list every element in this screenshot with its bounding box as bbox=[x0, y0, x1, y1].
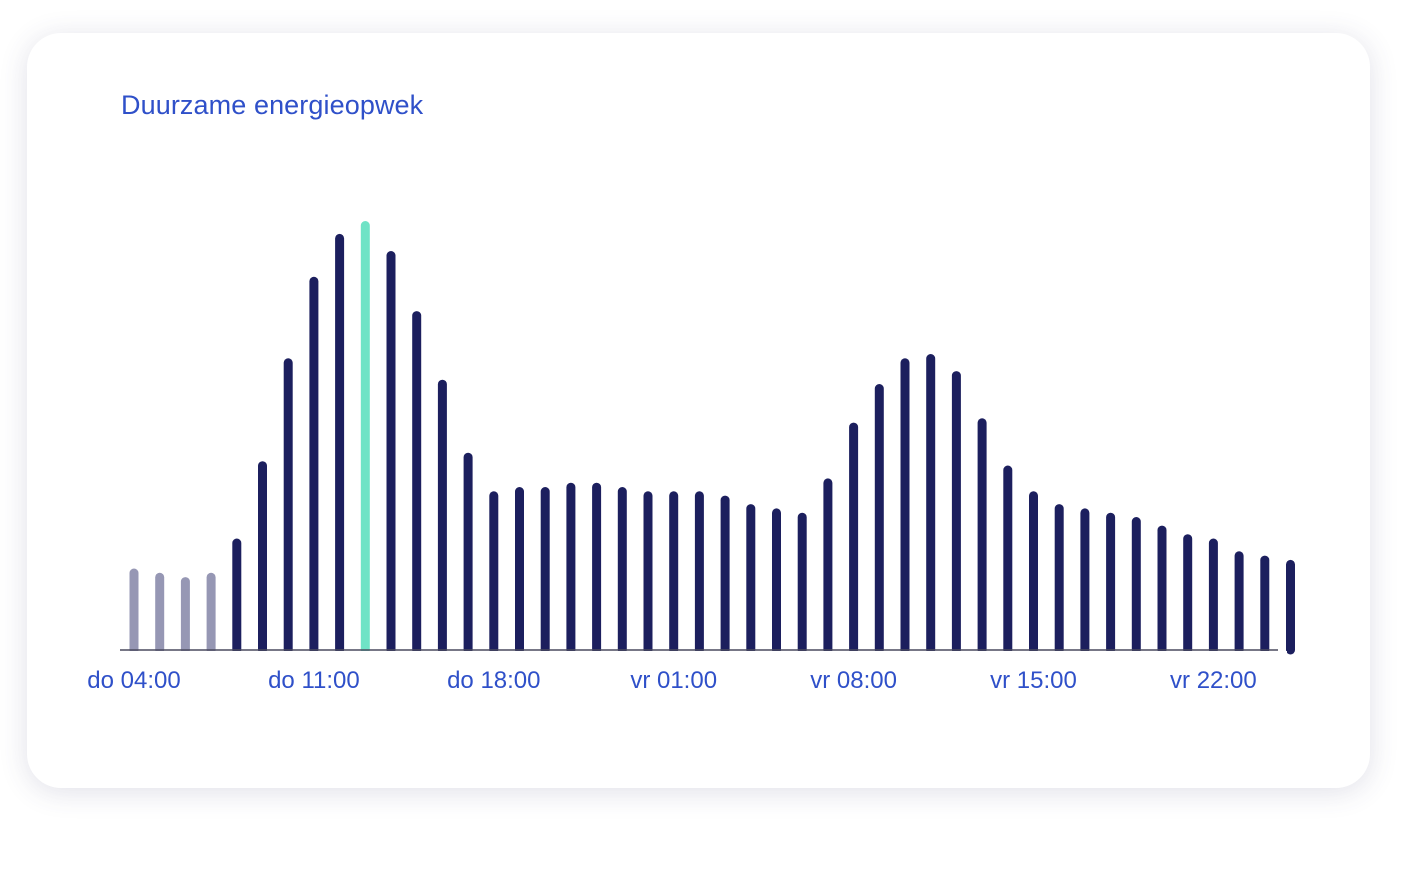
bar-do-12-00[interactable] bbox=[335, 233, 345, 655]
chart-card: Duurzame energieopwek do 04:00 do 11:00 do… bbox=[27, 33, 1370, 788]
bar-vr-10-00[interactable] bbox=[900, 358, 910, 655]
bar-do-17-00[interactable] bbox=[463, 452, 473, 655]
bar-do-16-00[interactable] bbox=[437, 379, 447, 655]
bar-vr-20-00[interactable] bbox=[1157, 525, 1167, 655]
bar-do-20-00[interactable] bbox=[540, 487, 550, 655]
bar-do-05-00[interactable] bbox=[155, 572, 165, 655]
bar-vr-07-00[interactable] bbox=[823, 478, 833, 655]
bar-vr-11-00[interactable] bbox=[926, 354, 936, 655]
bar-do-22-00[interactable] bbox=[592, 482, 602, 655]
bar-do-08-00[interactable] bbox=[232, 538, 242, 655]
bar-vr-23-00[interactable] bbox=[1234, 551, 1244, 655]
bar-vr-18-00[interactable] bbox=[1106, 512, 1116, 655]
bar-vr-08-00[interactable] bbox=[849, 422, 859, 655]
bar-vr-04-00[interactable] bbox=[746, 504, 756, 655]
bar-do-06-00[interactable] bbox=[180, 577, 190, 655]
x-tick-label: vr 08:00 bbox=[810, 667, 897, 694]
bar-vr-13-00[interactable] bbox=[977, 418, 987, 655]
x-tick-label: do 04:00 bbox=[87, 667, 180, 694]
bar-vr-17-00[interactable] bbox=[1080, 508, 1090, 655]
bar-do-09-00[interactable] bbox=[258, 461, 267, 655]
bar-do-21-00[interactable] bbox=[566, 482, 576, 655]
bar-do-23-00[interactable] bbox=[617, 487, 627, 655]
x-tick-label: vr 01:00 bbox=[630, 667, 717, 694]
bar-do-10-00[interactable] bbox=[283, 358, 293, 655]
x-axis-ticks: do 04:00 do 11:00 do 18:00 vr 01:00 vr 08:00… bbox=[87, 667, 1256, 694]
bar-vr-05-00[interactable] bbox=[772, 508, 781, 655]
bar-do-11-00[interactable] bbox=[309, 276, 319, 655]
bar-vr-16-00[interactable] bbox=[1054, 504, 1064, 655]
bar-do-18-00[interactable] bbox=[489, 491, 499, 655]
bar-vr-03-00[interactable] bbox=[720, 495, 730, 655]
bar-vr-09-00[interactable] bbox=[874, 384, 884, 655]
bar-vr-14-00[interactable] bbox=[1003, 465, 1013, 655]
bars bbox=[107, 221, 1295, 659]
x-tick-label: vr 22:00 bbox=[1170, 667, 1257, 694]
bar-vr-22-00[interactable] bbox=[1208, 538, 1218, 655]
bar-vr-02-00[interactable] bbox=[694, 491, 704, 655]
bar-do-13-00[interactable] bbox=[360, 221, 370, 655]
bar-do-19-00[interactable] bbox=[515, 487, 524, 655]
baseline-mask bbox=[107, 651, 1287, 659]
bar-vr-00-00[interactable] bbox=[643, 491, 653, 655]
bar-vr-06-00[interactable] bbox=[797, 512, 807, 655]
bar-do-14-00[interactable] bbox=[386, 251, 396, 655]
bar-do-15-00[interactable] bbox=[412, 311, 422, 655]
bar-vr-19-00[interactable] bbox=[1131, 517, 1141, 655]
bar-za-00-00[interactable] bbox=[1260, 555, 1270, 655]
bar-do-07-00[interactable] bbox=[206, 572, 216, 655]
bar-do-04-00[interactable] bbox=[129, 568, 139, 655]
chart-title: Duurzame energieopwek bbox=[121, 90, 424, 120]
bar-za-01-00[interactable] bbox=[1286, 559, 1295, 655]
bar-vr-12-00[interactable] bbox=[951, 371, 961, 655]
bar-chart: do 04:00 do 11:00 do 18:00 vr 01:00 vr 08:00… bbox=[87, 221, 1295, 694]
bar-vr-01-00[interactable] bbox=[669, 491, 679, 655]
bar-vr-21-00[interactable] bbox=[1183, 534, 1193, 655]
x-tick-label: do 18:00 bbox=[447, 667, 540, 694]
x-tick-label: do 11:00 bbox=[268, 667, 360, 694]
x-tick-label: vr 15:00 bbox=[990, 667, 1077, 694]
bar-vr-15-00[interactable] bbox=[1029, 491, 1038, 655]
